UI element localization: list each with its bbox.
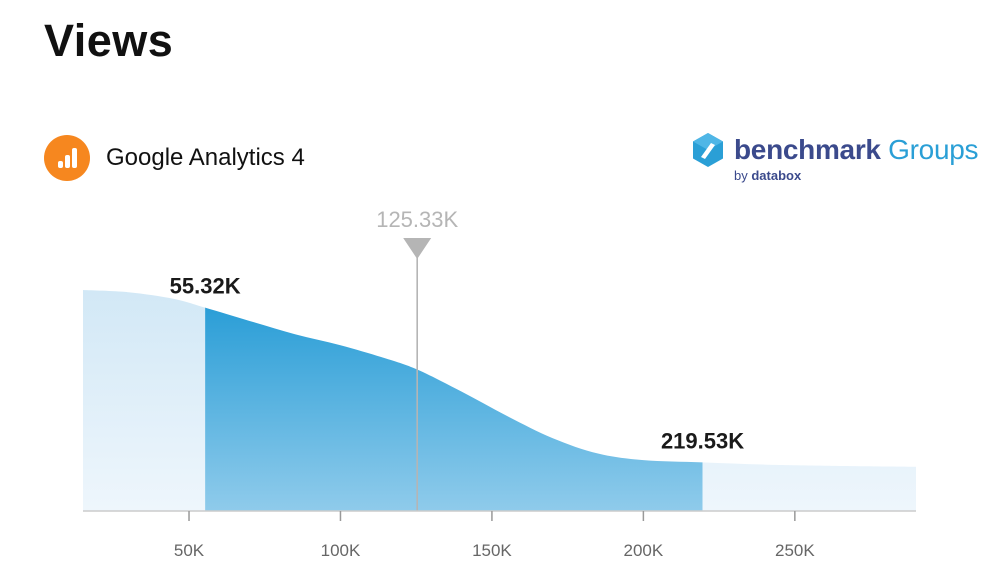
- x-tick-label: 250K: [775, 541, 815, 560]
- page-title: Views: [44, 15, 174, 66]
- area-above-range: [702, 462, 916, 511]
- x-tick-label: 100K: [321, 541, 361, 560]
- brand-name-light: Groups: [880, 134, 979, 165]
- data-source-name: Google Analytics 4: [106, 144, 305, 171]
- x-tick-label: 150K: [472, 541, 512, 560]
- area-below-range: [83, 290, 206, 511]
- brand-by: by: [734, 168, 748, 183]
- google-analytics-icon: [44, 135, 90, 181]
- brand-name-bold: benchmark: [734, 134, 881, 165]
- x-tick-label: 50K: [174, 541, 205, 560]
- median-marker-icon: [403, 238, 432, 259]
- median-label: 125.33K: [376, 207, 458, 232]
- brand-name: benchmark Groups: [734, 134, 979, 166]
- brand-byline: by databox: [734, 168, 801, 183]
- data-source: Google Analytics 4: [44, 134, 305, 182]
- area-typical-range: [205, 307, 703, 511]
- benchmark-groups-logo-icon: [693, 133, 723, 167]
- range-lower-label: 55.32K: [170, 274, 241, 299]
- brand-company: databox: [751, 168, 802, 183]
- range-upper-label: 219.53K: [661, 428, 744, 453]
- benchmark-groups-logo: benchmark Groups by databox: [690, 130, 979, 186]
- x-axis-ticks: 50K 100K 150K 200K 250K: [174, 511, 815, 560]
- x-tick-label: 200K: [624, 541, 664, 560]
